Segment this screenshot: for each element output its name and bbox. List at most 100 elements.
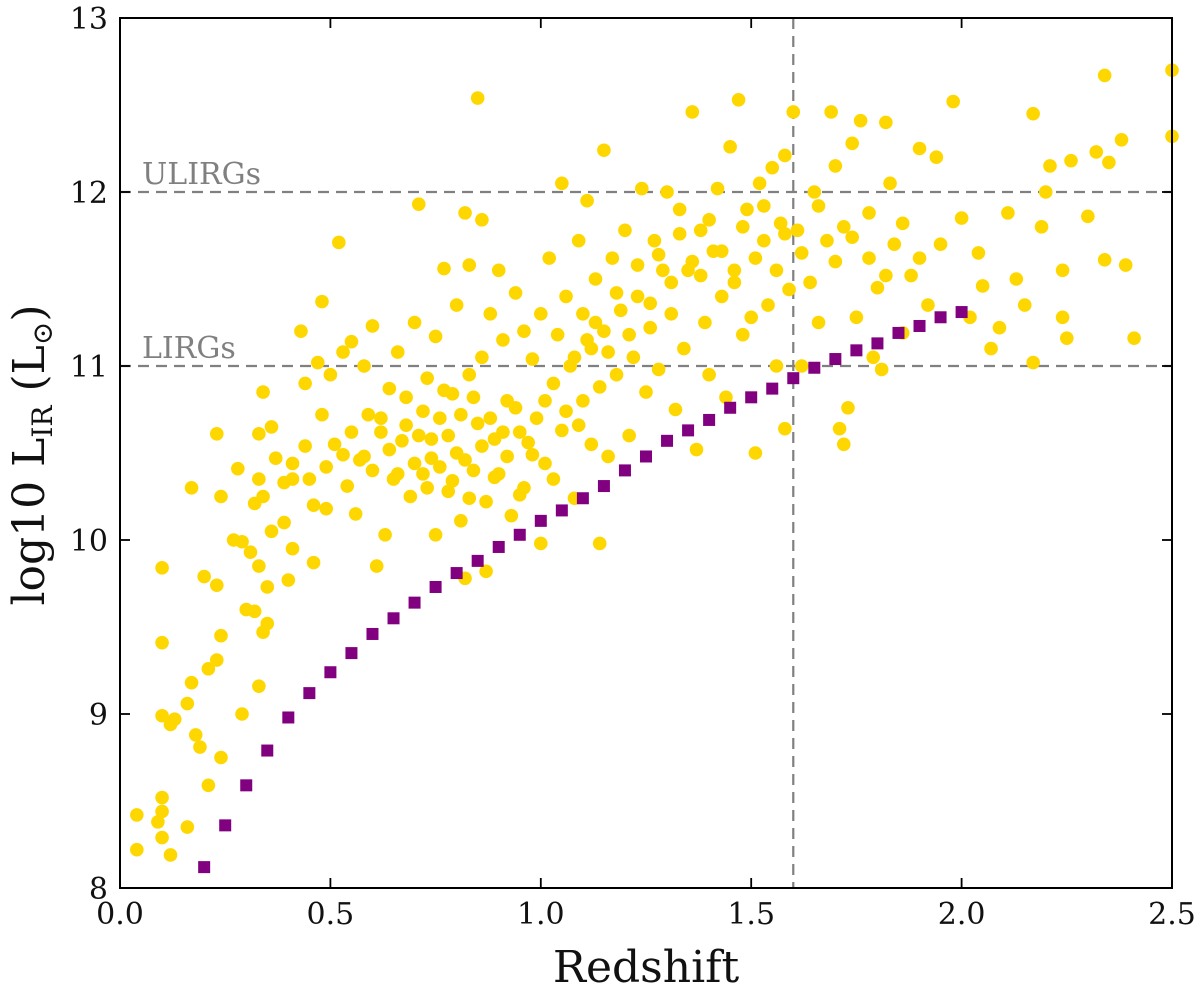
galaxy-point: [588, 315, 603, 330]
x-tick-label: 0.0: [96, 897, 144, 932]
galaxy-point: [411, 428, 426, 443]
galaxy-point: [757, 199, 771, 213]
x-tick-label: 1.5: [727, 897, 775, 932]
galaxy-point: [719, 390, 733, 405]
y-axis-label-unit-symbol: ⊙: [26, 322, 59, 345]
galaxy-point: [454, 407, 468, 422]
galaxy-point: [470, 416, 485, 431]
galaxy-point: [512, 425, 527, 439]
galaxy-point: [365, 319, 380, 333]
galaxy-point: [378, 527, 392, 542]
galaxy-point: [285, 456, 300, 471]
limit-point: [766, 382, 779, 395]
y-axis-label-main: log10 L: [4, 438, 55, 606]
galaxy-point: [811, 199, 826, 213]
galaxy-point: [268, 451, 283, 466]
galaxy-point: [306, 555, 321, 570]
galaxy-point: [933, 237, 948, 251]
x-axis-label: Redshift: [553, 942, 740, 990]
y-axis-label: log10 LIR (L⊙): [4, 304, 59, 605]
galaxy-point: [209, 653, 224, 667]
galaxy-point: [609, 286, 624, 300]
galaxy-point: [399, 390, 413, 405]
galaxy-point: [302, 472, 317, 486]
galaxy-point: [475, 439, 489, 453]
galaxy-point: [904, 268, 918, 283]
limit-point: [219, 819, 232, 832]
galaxy-point: [639, 385, 653, 399]
galaxy-point: [794, 246, 809, 260]
galaxy-point: [483, 411, 498, 426]
galaxy-point: [555, 423, 569, 438]
galaxy-point: [340, 479, 355, 493]
galaxy-point: [744, 310, 758, 325]
limit-point: [955, 306, 968, 319]
galaxy-point: [298, 439, 312, 453]
galaxy-point: [874, 362, 889, 377]
limit-point: [576, 492, 589, 505]
galaxy-point: [403, 489, 418, 504]
galaxy-point: [1060, 331, 1074, 345]
limit-point: [282, 711, 295, 724]
galaxy-point: [559, 289, 573, 304]
galaxy-point: [1034, 220, 1049, 234]
galaxy-point: [184, 675, 199, 690]
galaxy-point: [209, 578, 224, 593]
galaxy-point: [243, 545, 258, 559]
limit-point: [618, 464, 631, 477]
limit-point: [324, 666, 337, 679]
galaxy-point: [782, 282, 796, 297]
limit-point: [829, 353, 842, 366]
galaxy-point: [529, 411, 544, 426]
galaxy-point: [235, 534, 249, 549]
galaxy-point: [836, 437, 851, 452]
limit-point: [513, 528, 526, 541]
galaxy-point: [883, 176, 897, 191]
galaxy-point: [491, 263, 506, 278]
x-tick-label: 2.0: [938, 897, 986, 932]
y-axis-label-subscript: IR: [26, 405, 59, 438]
galaxy-series: [130, 63, 1179, 862]
galaxy-point: [458, 206, 472, 220]
galaxy-point: [500, 449, 514, 464]
galaxy-point: [571, 233, 586, 248]
limit-point: [682, 424, 695, 437]
plot-frame: [119, 17, 1173, 889]
y-tick-label: 12: [70, 176, 108, 211]
galaxy-point: [769, 359, 784, 373]
galaxy-point: [252, 679, 266, 693]
galaxy-point: [836, 220, 851, 234]
galaxy-point: [411, 197, 426, 211]
galaxy-point: [155, 708, 169, 723]
galaxy-point: [841, 400, 855, 415]
galaxy-point: [757, 233, 771, 248]
galaxy-point: [1043, 159, 1057, 173]
y-tick-label: 11: [70, 350, 108, 385]
galaxy-point: [1089, 145, 1104, 159]
limit-series: [198, 306, 968, 874]
galaxy-point: [555, 176, 569, 191]
galaxy-point: [336, 345, 350, 359]
galaxy-point: [470, 91, 485, 105]
galaxy-point: [542, 251, 557, 265]
limit-point: [303, 687, 316, 700]
galaxy-point: [252, 559, 266, 573]
galaxy-point: [374, 425, 388, 439]
galaxy-point: [870, 280, 885, 295]
limit-point: [366, 627, 379, 640]
galaxy-point: [395, 434, 409, 448]
galaxy-point: [984, 341, 998, 356]
galaxy-point: [504, 508, 519, 523]
galaxy-point: [727, 275, 742, 290]
galaxy-point: [538, 456, 552, 471]
galaxy-point: [866, 350, 881, 365]
galaxy-point: [769, 263, 784, 278]
galaxy-point: [693, 223, 708, 238]
galaxy-point: [664, 307, 679, 321]
galaxy-point: [992, 320, 1007, 335]
galaxy-point: [538, 394, 552, 408]
y-tick-label: 13: [70, 2, 108, 37]
galaxy-point: [214, 489, 228, 504]
y-axis-label-close: ): [4, 304, 55, 321]
galaxy-point: [862, 206, 876, 220]
